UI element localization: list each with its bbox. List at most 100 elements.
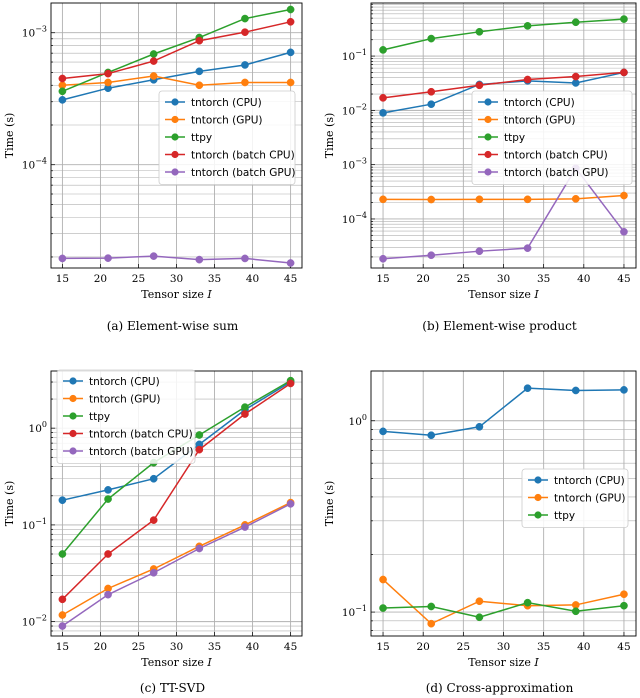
y-tick-label: 100 (349, 413, 367, 428)
legend-marker (534, 511, 542, 519)
series-line (61, 503, 291, 627)
series-ttpy (379, 15, 628, 54)
data-point (104, 590, 112, 599)
figure-caption: (b) Element-wise product (422, 319, 577, 333)
x-axis-label-text: Tensor size (141, 656, 207, 669)
series-line (62, 75, 291, 87)
legend-label: ttpy (89, 411, 110, 423)
data-point (286, 500, 295, 508)
figure-caption: (c) TT-SVD (140, 681, 205, 695)
series-line (382, 71, 625, 99)
data-point (475, 27, 484, 36)
y-tick-exponent: −3 (355, 157, 367, 166)
y-tick-base: 10 (22, 160, 35, 172)
x-tick-label: 40 (577, 641, 590, 653)
y-tick-exponent: −1 (35, 517, 47, 526)
legend: tntorch (CPU) tntorch (GPU) ttpy tntorch (b… (158, 90, 296, 185)
data-point (149, 474, 158, 483)
data-point (241, 410, 249, 418)
data-point (58, 611, 67, 619)
x-axis-label: Tensor size I (468, 288, 539, 301)
series-tntorch-batch-cpu (58, 379, 295, 604)
x-tick-label: 40 (577, 273, 590, 285)
data-point (427, 87, 436, 96)
data-point (241, 78, 249, 87)
data-point (58, 622, 67, 630)
data-point (523, 195, 532, 204)
legend: tntorch (CPU) tntorch (GPU) ttpy tntorch (b… (56, 369, 196, 464)
x-tick-label: 45 (284, 273, 297, 285)
y-tick-label: 10−2 (342, 102, 367, 117)
data-point (241, 14, 249, 23)
x-tick-label: 20 (94, 641, 107, 653)
data-point (475, 613, 484, 622)
x-axis-label-text: Tensor size (141, 288, 207, 301)
data-point (286, 78, 295, 87)
data-point (149, 50, 158, 58)
x-axis-label-variable: I (533, 288, 539, 301)
legend-marker (69, 429, 77, 438)
y-tick-base: 10 (342, 105, 355, 117)
data-point (241, 28, 249, 37)
data-point (104, 254, 112, 262)
data-point (475, 247, 484, 256)
legend-marker (484, 133, 492, 141)
y-tick-base: 10 (349, 416, 362, 428)
series-line (383, 601, 625, 619)
y-tick-label: 10−1 (342, 604, 367, 619)
data-point (571, 18, 580, 27)
legend-box (158, 90, 296, 185)
legend-marker (69, 377, 77, 385)
series-line (382, 387, 624, 437)
data-point (379, 109, 387, 117)
legend-label: tntorch (batch GPU) (191, 167, 296, 179)
series-line (62, 8, 291, 92)
data-point (286, 5, 295, 14)
legend-marker (484, 115, 492, 124)
data-point (149, 72, 158, 80)
data-point (427, 195, 436, 204)
data-point (427, 602, 436, 611)
x-tick-label: 25 (457, 641, 470, 653)
legend-label: tntorch (batch CPU) (191, 149, 295, 161)
plot-frame (50, 2, 303, 269)
data-point (286, 17, 295, 26)
data-point (523, 598, 532, 607)
y-tick-exponent: 0 (42, 420, 47, 429)
y-tick-base: 10 (342, 214, 355, 226)
y-tick-label: 10−3 (22, 25, 47, 40)
x-tick-label: 30 (497, 641, 510, 653)
data-point (620, 191, 628, 200)
x-tick-label: 30 (170, 273, 183, 285)
y-axis-label: Time (s) (323, 113, 336, 159)
x-axis-label-text: Tensor size (468, 288, 534, 301)
data-point (571, 194, 580, 203)
y-tick-exponent: −4 (355, 211, 367, 220)
series-line (62, 501, 291, 616)
data-point (523, 22, 532, 30)
legend-label: tntorch (GPU) (89, 393, 161, 405)
legend-label: ttpy (504, 132, 525, 144)
x-tick-label: 45 (284, 641, 297, 653)
series-tntorch-gpu (379, 191, 628, 204)
y-tick-exponent: −2 (355, 102, 367, 111)
y-tick-label: 10−3 (342, 157, 367, 172)
data-point (58, 74, 67, 83)
data-point (379, 254, 387, 263)
x-tick-label: 40 (246, 641, 259, 653)
data-point (195, 544, 204, 553)
figure-caption: (d) Cross-approximation (426, 681, 574, 695)
y-tick-base: 10 (342, 160, 355, 172)
legend-label: tntorch (CPU) (504, 97, 575, 109)
x-tick-label: 25 (457, 273, 470, 285)
x-tick-label: 45 (617, 273, 630, 285)
data-point (620, 386, 628, 394)
data-point (571, 607, 580, 616)
x-axis-label: Tensor size I (141, 288, 212, 301)
x-axis-label-variable: I (206, 656, 212, 669)
legend: tntorch (CPU) tntorch (GPU) ttpy tntorch (b… (471, 90, 633, 185)
legend-marker (171, 98, 179, 106)
series-line (62, 21, 291, 80)
